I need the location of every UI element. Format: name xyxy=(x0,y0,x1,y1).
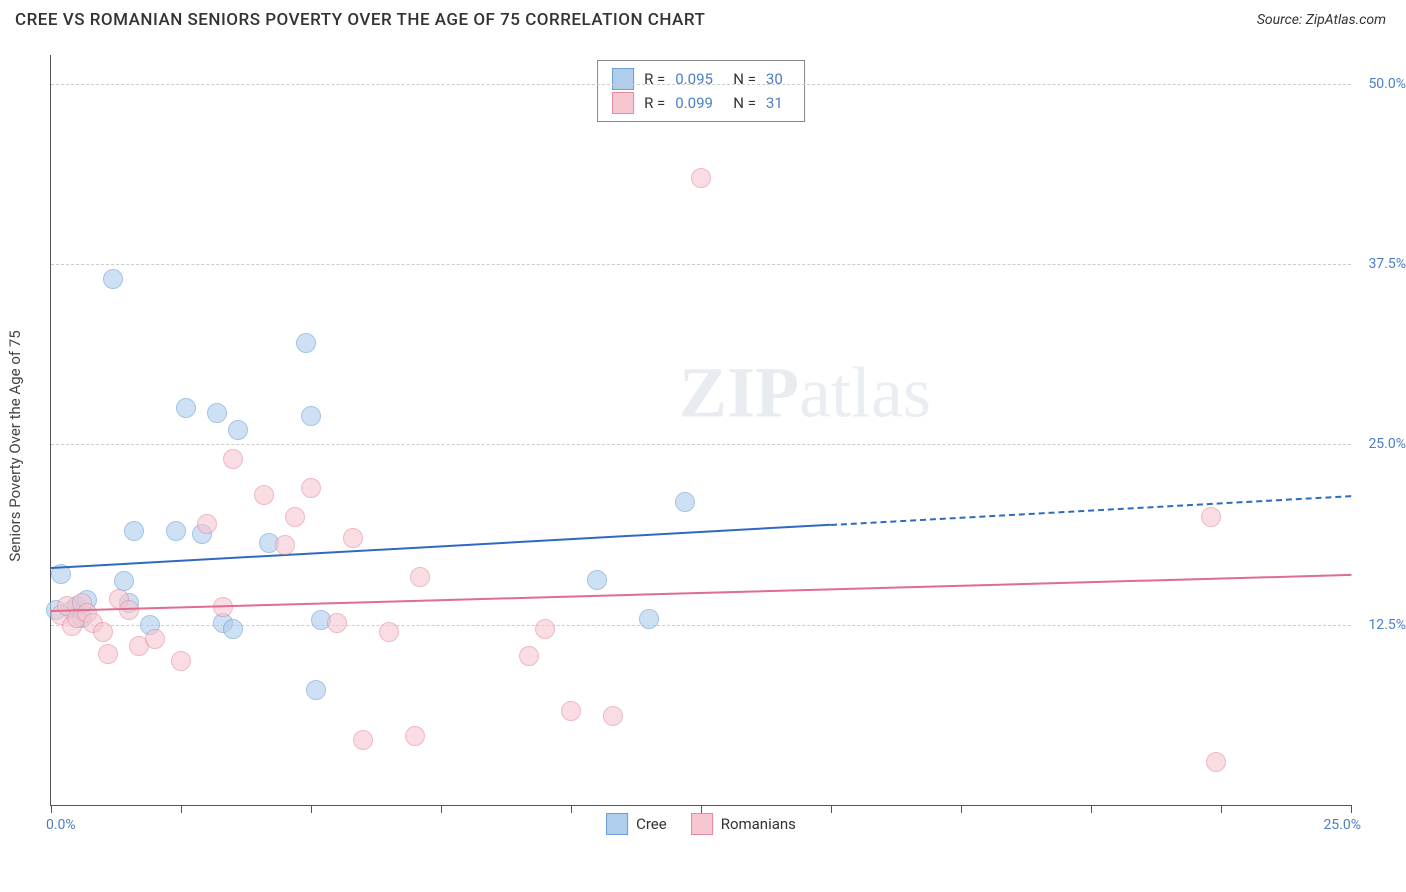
data-point xyxy=(124,521,144,541)
gridline xyxy=(51,84,1351,85)
data-point xyxy=(103,269,123,289)
data-point xyxy=(353,730,373,750)
data-point xyxy=(301,478,321,498)
trend-line xyxy=(831,495,1351,526)
y-tick-label: 50.0% xyxy=(1368,76,1406,92)
data-point xyxy=(119,600,139,620)
chart-title: CREE VS ROMANIAN SENIORS POVERTY OVER TH… xyxy=(15,10,705,30)
x-tick xyxy=(441,805,442,813)
watermark: ZIPatlas xyxy=(679,351,931,434)
stats-row: R =0.099N =31 xyxy=(612,91,790,115)
legend-swatch xyxy=(606,813,628,835)
data-point xyxy=(93,622,113,642)
stats-row: R =0.095N =30 xyxy=(612,67,790,91)
data-point xyxy=(171,651,191,671)
x-tick xyxy=(571,805,572,813)
x-label-min: 0.0% xyxy=(46,817,76,833)
x-label-max: 25.0% xyxy=(1323,817,1361,833)
data-point xyxy=(197,514,217,534)
data-point xyxy=(691,168,711,188)
correlation-stats-box: R =0.095N =30R =0.099N =31 xyxy=(597,60,805,122)
data-point xyxy=(296,333,316,353)
data-point xyxy=(639,609,659,629)
x-tick xyxy=(311,805,312,813)
data-point xyxy=(519,646,539,666)
legend-swatch xyxy=(691,813,713,835)
data-point xyxy=(301,406,321,426)
data-point xyxy=(1206,752,1226,772)
data-point xyxy=(98,644,118,664)
legend-swatch xyxy=(612,68,634,90)
data-point xyxy=(207,403,227,423)
data-point xyxy=(254,485,274,505)
x-tick xyxy=(181,805,182,813)
x-tick xyxy=(1221,805,1222,813)
source-attribution: Source: ZipAtlas.com xyxy=(1257,12,1386,28)
data-point xyxy=(587,570,607,590)
data-point xyxy=(343,528,363,548)
legend-item: Romanians xyxy=(691,813,796,835)
data-point xyxy=(675,492,695,512)
data-point xyxy=(228,420,248,440)
data-point xyxy=(561,701,581,721)
legend-swatch xyxy=(612,92,634,114)
x-tick xyxy=(1351,805,1352,813)
data-point xyxy=(223,449,243,469)
x-tick xyxy=(1091,805,1092,813)
x-tick xyxy=(51,805,52,813)
data-point xyxy=(223,619,243,639)
data-point xyxy=(535,619,555,639)
bottom-legend: Cree Romanians xyxy=(606,813,796,835)
data-point xyxy=(327,613,347,633)
data-point xyxy=(379,622,399,642)
data-point xyxy=(285,507,305,527)
gridline xyxy=(51,264,1351,265)
trend-line xyxy=(51,574,1351,612)
x-tick xyxy=(831,805,832,813)
data-point xyxy=(410,567,430,587)
x-tick xyxy=(701,805,702,813)
x-tick xyxy=(961,805,962,813)
gridline xyxy=(51,625,1351,626)
data-point xyxy=(145,629,165,649)
gridline xyxy=(51,444,1351,445)
data-point xyxy=(176,398,196,418)
data-point xyxy=(603,706,623,726)
data-point xyxy=(1201,507,1221,527)
data-point xyxy=(166,521,186,541)
y-tick-label: 37.5% xyxy=(1368,256,1406,272)
y-axis-title: Seniors Poverty Over the Age of 75 xyxy=(6,330,24,561)
scatter-plot: ZIPatlas R =0.095N =30R =0.099N =31 Cree… xyxy=(50,55,1351,806)
data-point xyxy=(275,535,295,555)
y-tick-label: 12.5% xyxy=(1368,617,1406,633)
y-tick-label: 25.0% xyxy=(1368,436,1406,452)
data-point xyxy=(306,680,326,700)
legend-item: Cree xyxy=(606,813,667,835)
data-point xyxy=(405,726,425,746)
